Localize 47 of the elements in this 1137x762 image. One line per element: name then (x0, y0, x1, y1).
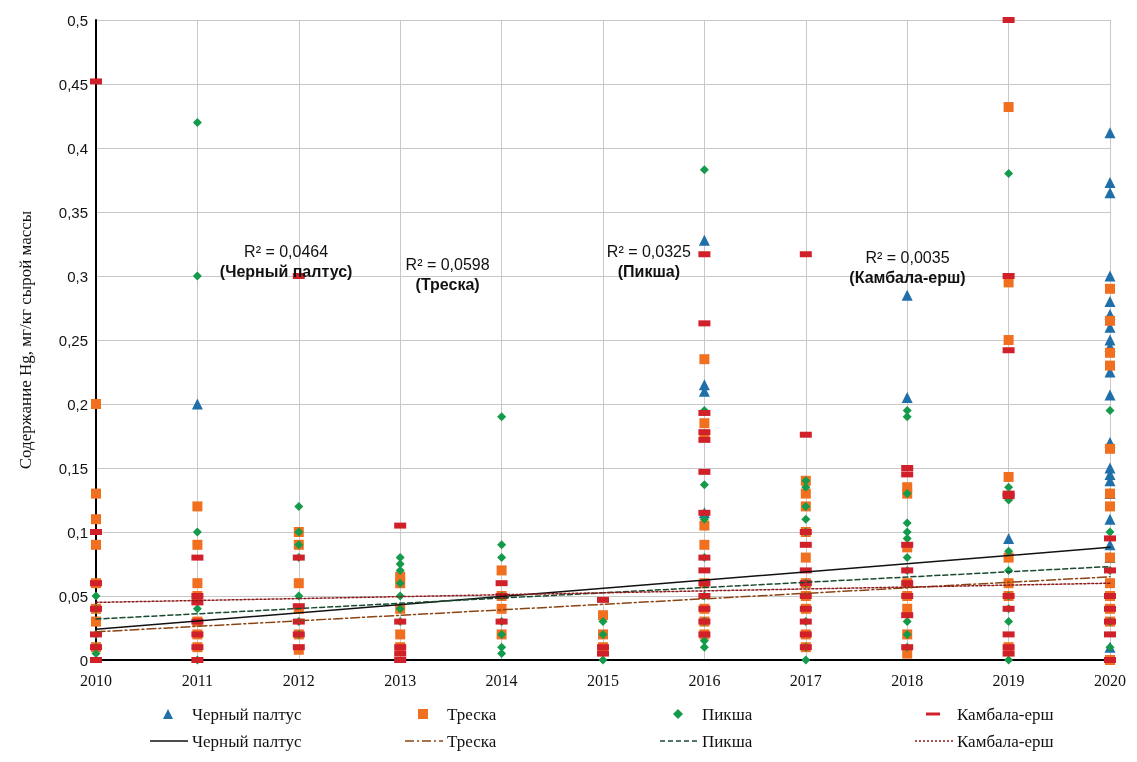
legend-label: Пикша (702, 731, 753, 751)
y-tick-label: 0,2 (67, 395, 88, 413)
legend-label: Пикша (702, 704, 753, 724)
point (1104, 270, 1116, 282)
x-tick-label: 2013 (384, 671, 417, 689)
point (1104, 296, 1116, 308)
annotation: R² = 0,0035 (Камбала-ерш) (849, 249, 966, 287)
y-tick-label: 0,3 (67, 267, 88, 285)
point (1104, 389, 1116, 401)
x-tick-label: 2012 (282, 671, 315, 689)
x-tick-label: 2016 (688, 671, 721, 689)
annotation: R² = 0,0325 (Пикша) (606, 242, 691, 280)
point (698, 234, 710, 246)
annotation: R² = 0,0464 (Черный палтус) (219, 242, 353, 280)
x-tick-label: 2018 (891, 671, 924, 689)
legend-label: Треска (447, 704, 497, 724)
x-tick-label: 2017 (789, 671, 822, 689)
x-tick-label: 2020 (1094, 671, 1126, 689)
y-tick-label: 0,4 (67, 139, 88, 157)
y-tick-label: 0 (79, 651, 88, 669)
x-tick-label: 2014 (485, 671, 518, 689)
point (1104, 513, 1116, 525)
point (1003, 532, 1015, 544)
y-tick-label: 0,5 (67, 11, 88, 29)
legend-label: Камбала-ерш (957, 731, 1054, 751)
point (191, 398, 203, 410)
y-tick-label: 0,25 (58, 331, 88, 349)
x-tick-label: 2011 (181, 671, 214, 689)
y-axis-title: Содержание Hg, мг/кг сырой массы (16, 210, 35, 470)
legend-label: Камбала-ерш (957, 704, 1054, 724)
y-tick-label: 0,45 (58, 75, 88, 93)
legend-label: Черный палтус (192, 731, 302, 751)
annotation: R² = 0,0598 (Треска) (405, 255, 490, 293)
y-tick-label: 0,1 (67, 523, 88, 541)
point (1104, 187, 1116, 199)
legend-label: Треска (447, 731, 497, 751)
point (1104, 177, 1116, 189)
x-tick-label: 2019 (992, 671, 1025, 689)
point (901, 392, 913, 404)
y-tick-label: 0,35 (58, 203, 88, 221)
y-tick-label: 0,15 (58, 459, 88, 477)
x-tick-label: 2010 (80, 671, 112, 689)
y-tick-label: 0,05 (58, 587, 88, 605)
legend-label: Черный палтус (192, 704, 302, 724)
point (901, 289, 913, 301)
x-tick-label: 2015 (587, 671, 619, 689)
point (1104, 127, 1116, 139)
